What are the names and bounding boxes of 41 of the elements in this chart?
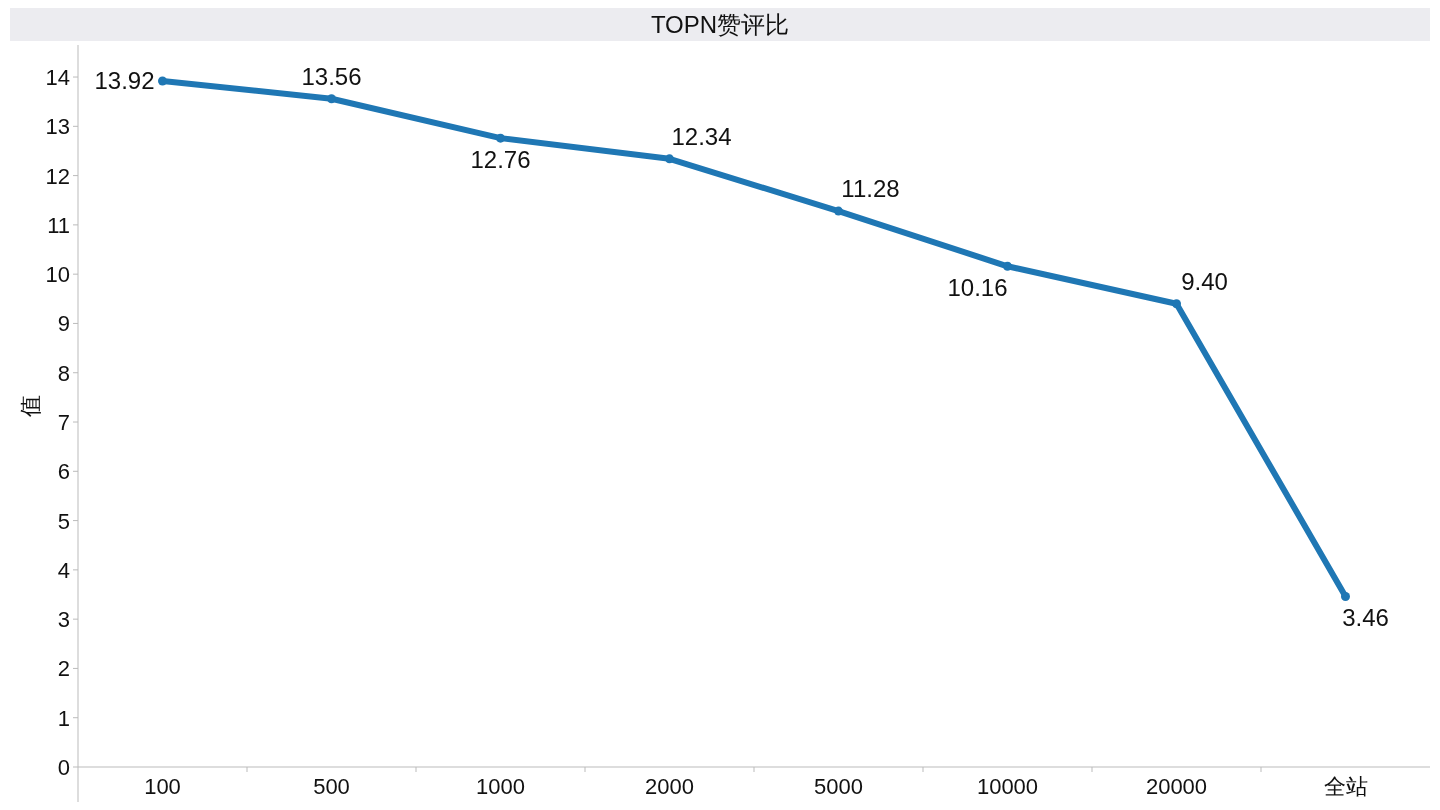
point bbox=[665, 154, 674, 164]
data-label: 12.76 bbox=[470, 146, 531, 174]
x-tick-label: 20000 bbox=[1145, 774, 1208, 799]
data-label: 12.34 bbox=[671, 122, 732, 150]
y-axis-title: 值 bbox=[18, 395, 43, 417]
y-tick-label: 4 bbox=[57, 557, 70, 583]
data-label: 13.56 bbox=[301, 62, 362, 90]
x-tick-label: 2000 bbox=[645, 774, 694, 799]
y-tick-label: 3 bbox=[57, 607, 70, 633]
y-tick-label: 14 bbox=[45, 65, 70, 91]
x-tick-label: 10000 bbox=[976, 774, 1039, 799]
point bbox=[1172, 299, 1181, 309]
y-tick-label: 2 bbox=[57, 656, 70, 682]
point bbox=[327, 94, 336, 104]
x-tick-label: 100 bbox=[144, 774, 181, 799]
y-tick-label: 11 bbox=[47, 212, 70, 238]
data-label: 11.28 bbox=[841, 175, 900, 203]
x-tick-label: 全站 bbox=[1323, 774, 1368, 799]
data-label: 10.16 bbox=[947, 274, 1008, 302]
y-tick-label: 0 bbox=[57, 755, 70, 780]
y-tick-label: 13 bbox=[45, 114, 70, 140]
data-label: 3.46 bbox=[1342, 604, 1389, 632]
y-tick-label: 7 bbox=[57, 410, 70, 436]
y-tick-label: 12 bbox=[45, 163, 70, 189]
y-tick-label: 5 bbox=[57, 508, 70, 534]
chart-title: TOPN赞评比 bbox=[650, 11, 790, 38]
point bbox=[496, 133, 505, 143]
point bbox=[158, 76, 167, 86]
y-tick-label: 10 bbox=[45, 262, 70, 288]
y-tick-label: 8 bbox=[57, 360, 70, 386]
y-tick-label: 1 bbox=[57, 705, 70, 731]
x-tick-label: 500 bbox=[313, 774, 350, 799]
x-tick-label: 5000 bbox=[814, 774, 863, 799]
x-tick-label: 1000 bbox=[476, 774, 525, 799]
point bbox=[834, 206, 843, 216]
data-label: 13.92 bbox=[94, 66, 155, 94]
y-tick-label: 6 bbox=[57, 459, 70, 485]
data-label: 9.40 bbox=[1181, 267, 1228, 295]
y-tick-label: 9 bbox=[57, 311, 70, 337]
point bbox=[1003, 261, 1012, 271]
point bbox=[1341, 591, 1350, 601]
